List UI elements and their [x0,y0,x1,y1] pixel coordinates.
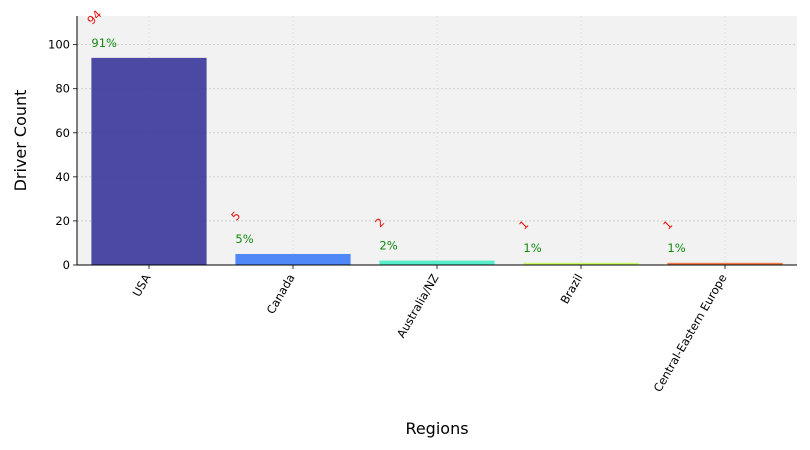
x-tick-label: Australia/NZ [394,271,442,340]
x-tick-label: USA [130,271,154,299]
x-tick-label: Brazil [557,272,585,307]
y-tick-label: 100 [48,38,70,52]
y-axis-title: Driver Count [11,90,30,192]
bar [235,253,351,265]
y-axis-ticks: 0 20 40 60 80 100 [48,38,77,272]
x-axis-ticks: USA Canada Australia/NZ Brazil Central-Easte… [130,265,730,394]
percent-label: 91% [91,36,117,50]
percent-label: 1% [523,241,541,255]
y-tick-label: 60 [55,126,70,140]
percent-label: 1% [667,241,685,255]
bars [91,57,783,266]
y-tick-label: 20 [55,214,70,228]
bar [379,260,495,265]
y-tick-label: 0 [63,258,70,272]
bar [667,262,783,265]
x-tick-label: Canada [264,272,298,317]
y-tick-label: 40 [55,170,70,184]
percent-label: 2% [379,239,397,253]
x-axis-title: Regions [405,419,468,438]
x-tick-label: Central-Eastern Europe [651,272,730,395]
percent-label: 5% [235,232,253,246]
bar [91,57,207,266]
y-tick-label: 80 [55,82,70,96]
bar [523,262,639,265]
